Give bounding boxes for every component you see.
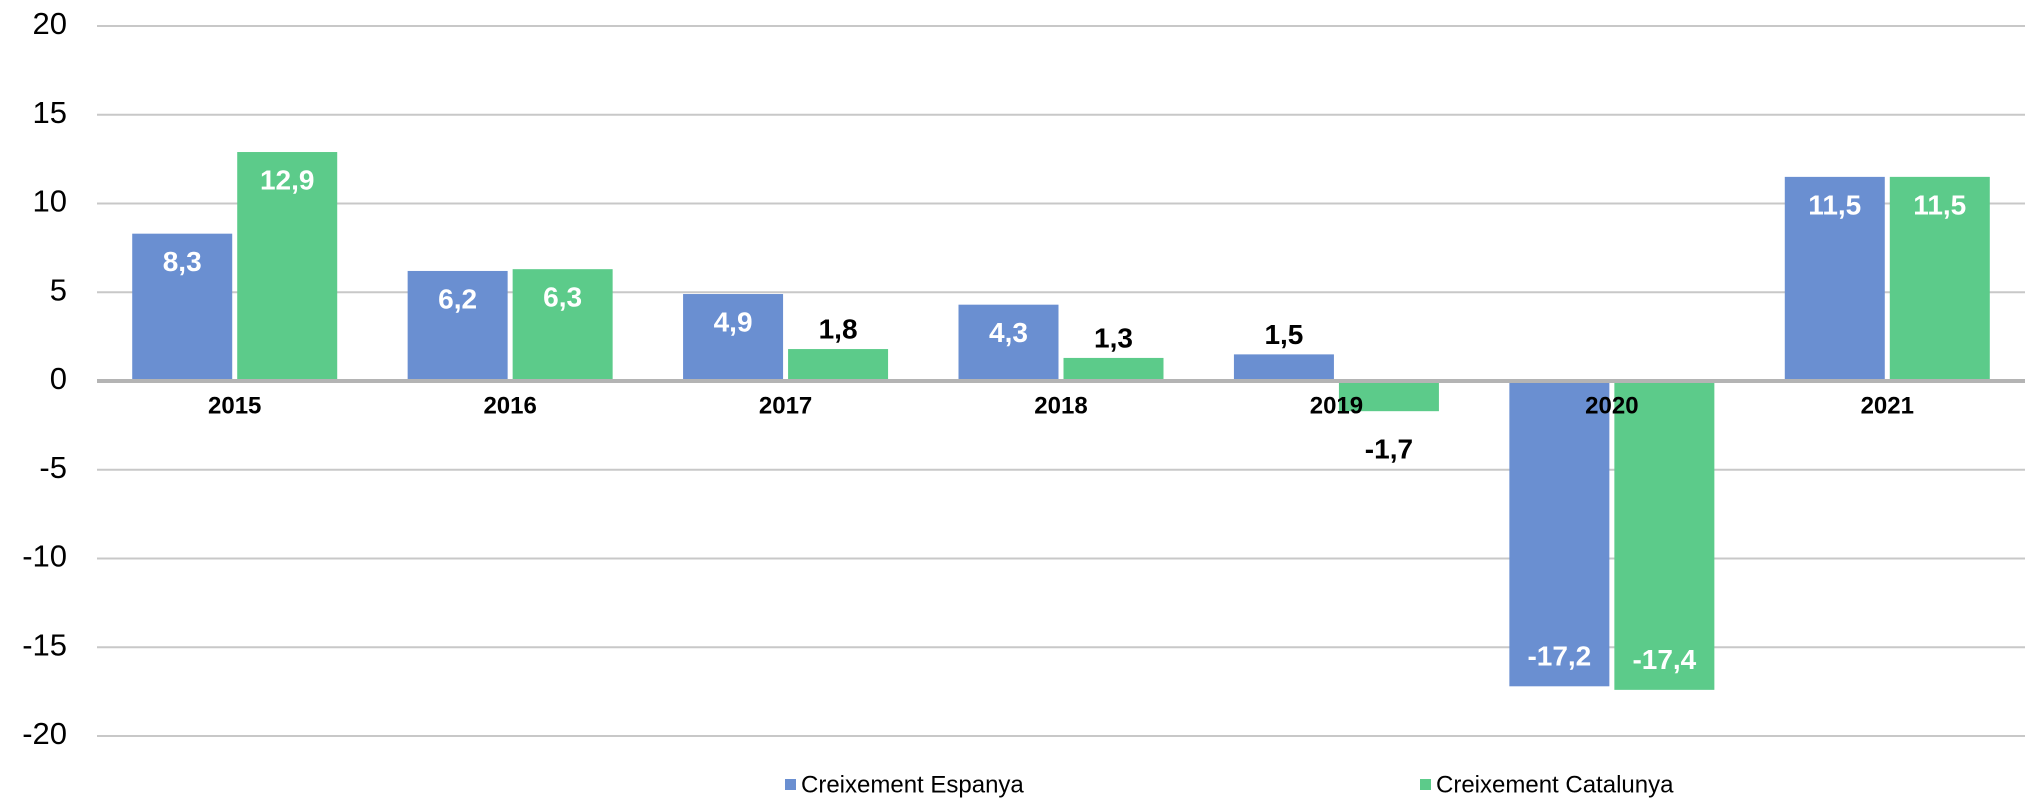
y-tick-label: 15 — [33, 95, 67, 130]
data-label: 4,9 — [714, 306, 753, 337]
y-tick-label: -5 — [39, 450, 67, 485]
bar — [1509, 381, 1610, 687]
data-label: 1,5 — [1264, 319, 1303, 350]
legend-swatch — [1420, 779, 1431, 790]
data-label: 11,5 — [1808, 189, 1861, 220]
data-label: 4,3 — [989, 317, 1028, 348]
bar — [1233, 354, 1334, 381]
bar — [1063, 357, 1164, 381]
bar — [407, 270, 508, 381]
data-label: 8,3 — [163, 246, 202, 277]
legend-label: Creixement Espanya — [801, 771, 1024, 798]
x-tick-label: 2017 — [759, 392, 812, 419]
data-label: 1,3 — [1094, 322, 1133, 353]
y-tick-label: -15 — [22, 627, 67, 662]
bar — [132, 233, 233, 381]
data-label: 6,2 — [438, 283, 477, 314]
bar — [1784, 176, 1885, 381]
x-tick-label: 2018 — [1034, 392, 1087, 419]
data-label: 12,9 — [260, 164, 315, 195]
x-tick-label: 2019 — [1310, 392, 1363, 419]
data-label: -1,7 — [1365, 434, 1413, 465]
bar — [788, 349, 889, 381]
bar — [683, 294, 784, 381]
y-tick-label: 5 — [50, 272, 67, 307]
bar — [958, 304, 1059, 381]
bar — [1614, 381, 1715, 690]
legend-label: Creixement Catalunya — [1436, 771, 1674, 798]
legend-swatch — [785, 779, 796, 790]
y-tick-label: -20 — [22, 716, 67, 751]
bar — [1889, 176, 1990, 381]
bar — [237, 152, 338, 381]
x-tick-label: 2016 — [483, 392, 536, 419]
y-tick-label: 10 — [33, 184, 67, 219]
y-tick-label: 20 — [33, 6, 67, 41]
data-label: -17,4 — [1632, 644, 1696, 675]
data-label: -17,2 — [1527, 641, 1591, 672]
bar — [1338, 381, 1439, 412]
data-label: 1,8 — [819, 313, 858, 344]
x-tick-label: 2021 — [1861, 392, 1914, 419]
bar — [512, 269, 613, 381]
x-tick-label: 2015 — [208, 392, 261, 419]
y-tick-label: 0 — [50, 361, 67, 396]
data-label: 11,5 — [1913, 189, 1966, 220]
y-tick-label: -10 — [22, 539, 67, 574]
data-label: 6,3 — [543, 282, 582, 313]
x-tick-label: 2020 — [1585, 392, 1638, 419]
